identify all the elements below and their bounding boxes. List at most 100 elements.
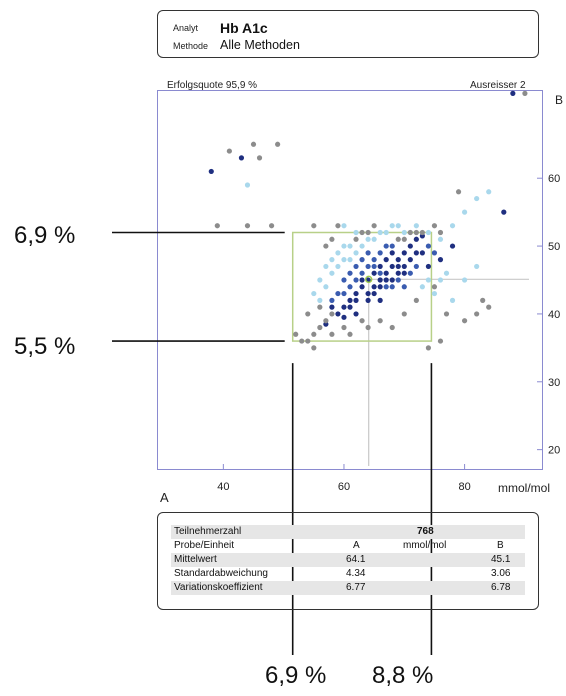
data-point (377, 277, 383, 283)
x-tick-label: 60 (338, 481, 350, 493)
data-point (353, 277, 359, 283)
data-point (323, 284, 329, 290)
data-point (443, 270, 450, 276)
col-a-header: A (353, 540, 360, 551)
data-point (323, 263, 329, 270)
data-point (431, 250, 438, 256)
data-point (341, 304, 347, 310)
data-point (419, 229, 425, 236)
data-point (413, 223, 419, 229)
data-point (341, 314, 347, 320)
data-point (341, 277, 347, 283)
header-box: Analyt Hb A1c Methode Alle Methoden (157, 10, 539, 58)
data-point (401, 229, 407, 236)
data-point (389, 324, 395, 331)
data-point (359, 284, 365, 290)
data-point (413, 250, 419, 256)
data-point (395, 257, 401, 263)
row-label: Standardabweichung (174, 568, 268, 579)
row-a-value: 6.77 (346, 582, 366, 593)
data-point (383, 270, 389, 276)
data-point (341, 243, 347, 249)
data-point (335, 250, 341, 256)
data-point (383, 229, 389, 236)
data-point (437, 229, 444, 236)
success-rate: Erfolgsquote 95,9 % (167, 80, 258, 91)
data-point (347, 304, 353, 310)
data-point (455, 189, 462, 195)
data-point (401, 270, 407, 276)
y-lower-annotation: 5,5 % (14, 333, 76, 360)
data-point (389, 263, 395, 270)
data-point (486, 189, 492, 195)
row-b-value: 45.1 (491, 554, 511, 565)
data-point (413, 229, 419, 236)
data-point (341, 223, 347, 229)
data-point (431, 223, 438, 229)
data-point (244, 223, 251, 229)
y-tick-label: 40 (548, 309, 560, 321)
data-point (407, 270, 413, 276)
y-upper-annotation: 6,9 % (14, 222, 76, 249)
mean-marker (364, 275, 373, 284)
data-point (425, 263, 432, 270)
data-point (323, 318, 329, 324)
data-point (407, 229, 413, 236)
data-point (329, 257, 335, 263)
data-point (377, 270, 383, 276)
data-point (383, 257, 389, 263)
data-point (377, 263, 383, 270)
data-point (377, 318, 383, 324)
data-point (407, 257, 413, 263)
data-point (395, 263, 401, 270)
plot-area (157, 90, 543, 470)
data-point (208, 168, 214, 175)
analyt-value: Hb A1c (220, 20, 268, 36)
x-right-annotation: 8,8 % (372, 662, 434, 689)
data-point (480, 297, 486, 303)
methode-label: Methode (173, 41, 209, 51)
axis-a-label: A (160, 490, 169, 505)
x-tick-label: 40 (217, 481, 229, 493)
data-point (329, 297, 335, 303)
data-point (359, 277, 365, 283)
data-point (365, 250, 371, 256)
row-a-value: 4.34 (346, 568, 366, 579)
summary-table: Teilnehmerzahl 768 Probe/Einheit A mmol/… (157, 512, 539, 610)
data-point (305, 338, 311, 344)
data-point (353, 250, 359, 256)
data-point (486, 304, 492, 310)
data-point (474, 263, 480, 270)
data-point (389, 277, 395, 283)
data-point (383, 284, 389, 290)
y-tick-label: 50 (548, 241, 560, 253)
probe-label: Probe/Einheit (174, 540, 235, 551)
data-point (449, 223, 456, 229)
table-row: Standardabweichung 4.34 3.06 (171, 567, 525, 581)
data-point (443, 311, 450, 317)
data-point (431, 290, 438, 297)
data-point (359, 229, 365, 236)
row-b-value: 3.06 (491, 568, 511, 579)
data-point (401, 311, 407, 317)
row-b-value: 6.78 (491, 582, 511, 593)
data-point (461, 209, 468, 215)
data-point (389, 250, 395, 256)
data-point (347, 297, 353, 303)
methode-value: Alle Methoden (220, 38, 300, 52)
data-point (256, 155, 263, 161)
data-point (329, 331, 335, 337)
data-point (335, 311, 341, 317)
data-point (401, 263, 407, 270)
data-point (389, 243, 395, 249)
data-point (329, 311, 335, 317)
data-point (449, 297, 456, 303)
data-point (359, 318, 365, 324)
data-point (413, 297, 419, 303)
data-point (305, 311, 311, 317)
data-point (431, 284, 438, 290)
data-point (317, 304, 323, 310)
data-point (329, 304, 335, 310)
data-point (347, 270, 353, 276)
data-point (383, 277, 389, 283)
